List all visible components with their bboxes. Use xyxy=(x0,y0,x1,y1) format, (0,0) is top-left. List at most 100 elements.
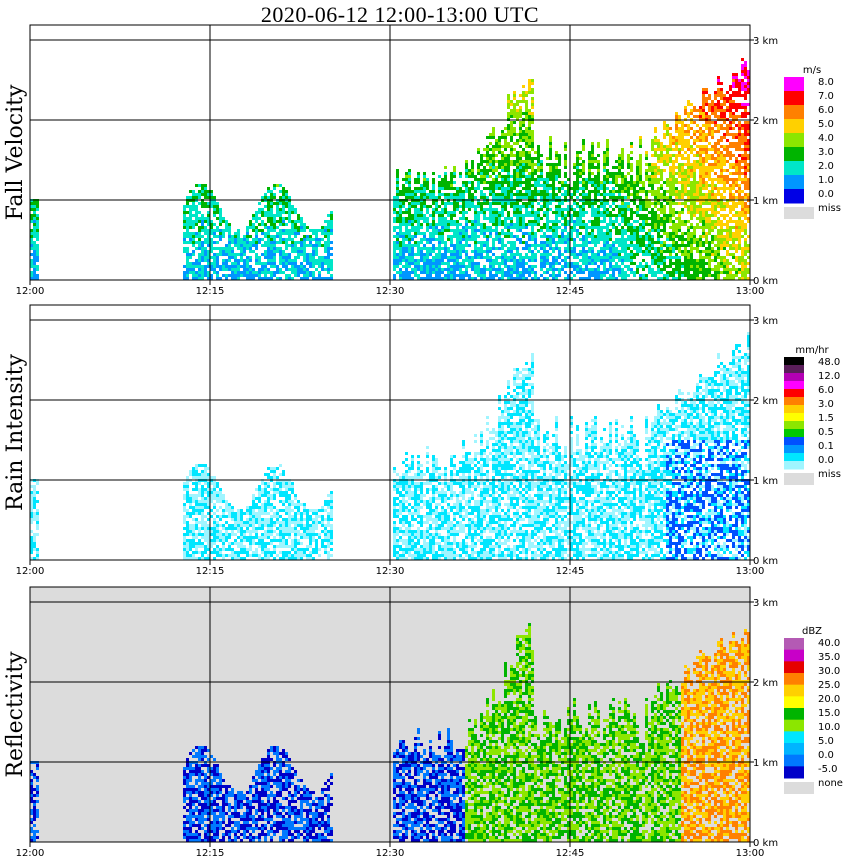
echo-cell xyxy=(594,214,597,217)
echo-cell xyxy=(693,277,696,280)
echo-cell xyxy=(714,148,717,151)
echo-cell xyxy=(735,178,738,181)
echo-cell xyxy=(585,229,588,232)
echo-cell xyxy=(498,172,501,175)
echo-cell xyxy=(555,157,558,160)
echo-cell xyxy=(690,274,693,277)
echo-cell xyxy=(258,238,261,241)
echo-cell xyxy=(732,256,735,259)
echo-cell xyxy=(609,265,612,268)
echo-cell xyxy=(687,178,690,181)
echo-cell xyxy=(414,274,417,277)
echo-cell xyxy=(600,238,603,241)
echo-cell xyxy=(615,175,618,178)
echo-cell xyxy=(492,214,495,217)
echo-cell xyxy=(669,211,672,214)
echo-cell xyxy=(414,187,417,190)
echo-cell xyxy=(429,271,432,274)
echo-cell xyxy=(459,229,462,232)
echo-cell xyxy=(732,247,735,250)
echo-cell xyxy=(696,247,699,250)
echo-cell xyxy=(186,277,189,280)
echo-cell xyxy=(657,259,660,262)
echo-cell xyxy=(267,214,270,217)
echo-cell xyxy=(699,172,702,175)
echo-cell xyxy=(714,145,717,148)
echo-cell xyxy=(195,262,198,265)
echo-cell xyxy=(657,238,660,241)
echo-cell xyxy=(459,256,462,259)
echo-cell xyxy=(417,229,420,232)
echo-cell xyxy=(600,259,603,262)
echo-cell xyxy=(282,262,285,265)
echo-cell xyxy=(519,190,522,193)
echo-cell xyxy=(201,250,204,253)
echo-cell xyxy=(444,217,447,220)
echo-cell xyxy=(285,223,288,226)
echo-cell xyxy=(465,229,468,232)
echo-cell xyxy=(672,193,675,196)
echo-cell xyxy=(444,205,447,208)
echo-cell xyxy=(666,274,669,277)
echo-cell xyxy=(201,235,204,238)
echo-cell xyxy=(663,277,666,280)
echo-cell xyxy=(690,232,693,235)
echo-cell xyxy=(726,226,729,229)
echo-cell xyxy=(426,247,429,250)
echo-cell xyxy=(714,265,717,268)
echo-cell xyxy=(237,229,240,232)
echo-cell xyxy=(630,175,633,178)
echo-cell xyxy=(621,154,624,157)
echo-cell xyxy=(612,172,615,175)
echo-cell xyxy=(444,172,447,175)
echo-cell xyxy=(534,163,537,166)
echo-cell xyxy=(702,256,705,259)
echo-cell xyxy=(588,169,591,172)
echo-cell xyxy=(729,232,732,235)
echo-cell xyxy=(618,271,621,274)
echo-cell xyxy=(192,244,195,247)
echo-cell xyxy=(489,265,492,268)
echo-cell xyxy=(393,262,396,265)
echo-cell xyxy=(570,271,573,274)
echo-cell xyxy=(471,256,474,259)
echo-cell xyxy=(531,223,534,226)
echo-cell xyxy=(585,253,588,256)
echo-cell xyxy=(555,154,558,157)
echo-cell xyxy=(666,244,669,247)
echo-cell xyxy=(687,148,690,151)
echo-cell xyxy=(543,271,546,274)
echo-cell xyxy=(648,184,651,187)
echo-cell xyxy=(678,268,681,271)
echo-cell xyxy=(711,166,714,169)
echo-cell xyxy=(660,208,663,211)
echo-cell xyxy=(210,190,213,193)
echo-cell xyxy=(219,265,222,268)
echo-cell xyxy=(408,202,411,205)
echo-cell xyxy=(492,265,495,268)
echo-cell xyxy=(591,226,594,229)
echo-cell xyxy=(708,175,711,178)
echo-cell xyxy=(507,211,510,214)
echo-cell xyxy=(573,250,576,253)
echo-cell xyxy=(294,265,297,268)
echo-cell xyxy=(480,169,483,172)
echo-cell xyxy=(582,163,585,166)
echo-cell xyxy=(513,247,516,250)
echo-cell xyxy=(246,268,249,271)
echo-cell xyxy=(693,148,696,151)
echo-cell xyxy=(714,271,717,274)
echo-cell xyxy=(408,244,411,247)
echo-cell xyxy=(651,235,654,238)
echo-cell xyxy=(504,244,507,247)
echo-cell xyxy=(567,235,570,238)
echo-cell xyxy=(411,220,414,223)
echo-cell xyxy=(702,184,705,187)
echo-cell xyxy=(444,274,447,277)
echo-cell xyxy=(555,172,558,175)
echo-cell xyxy=(648,217,651,220)
echo-cell xyxy=(453,271,456,274)
echo-cell xyxy=(489,163,492,166)
echo-cell xyxy=(579,169,582,172)
echo-cell xyxy=(711,238,714,241)
